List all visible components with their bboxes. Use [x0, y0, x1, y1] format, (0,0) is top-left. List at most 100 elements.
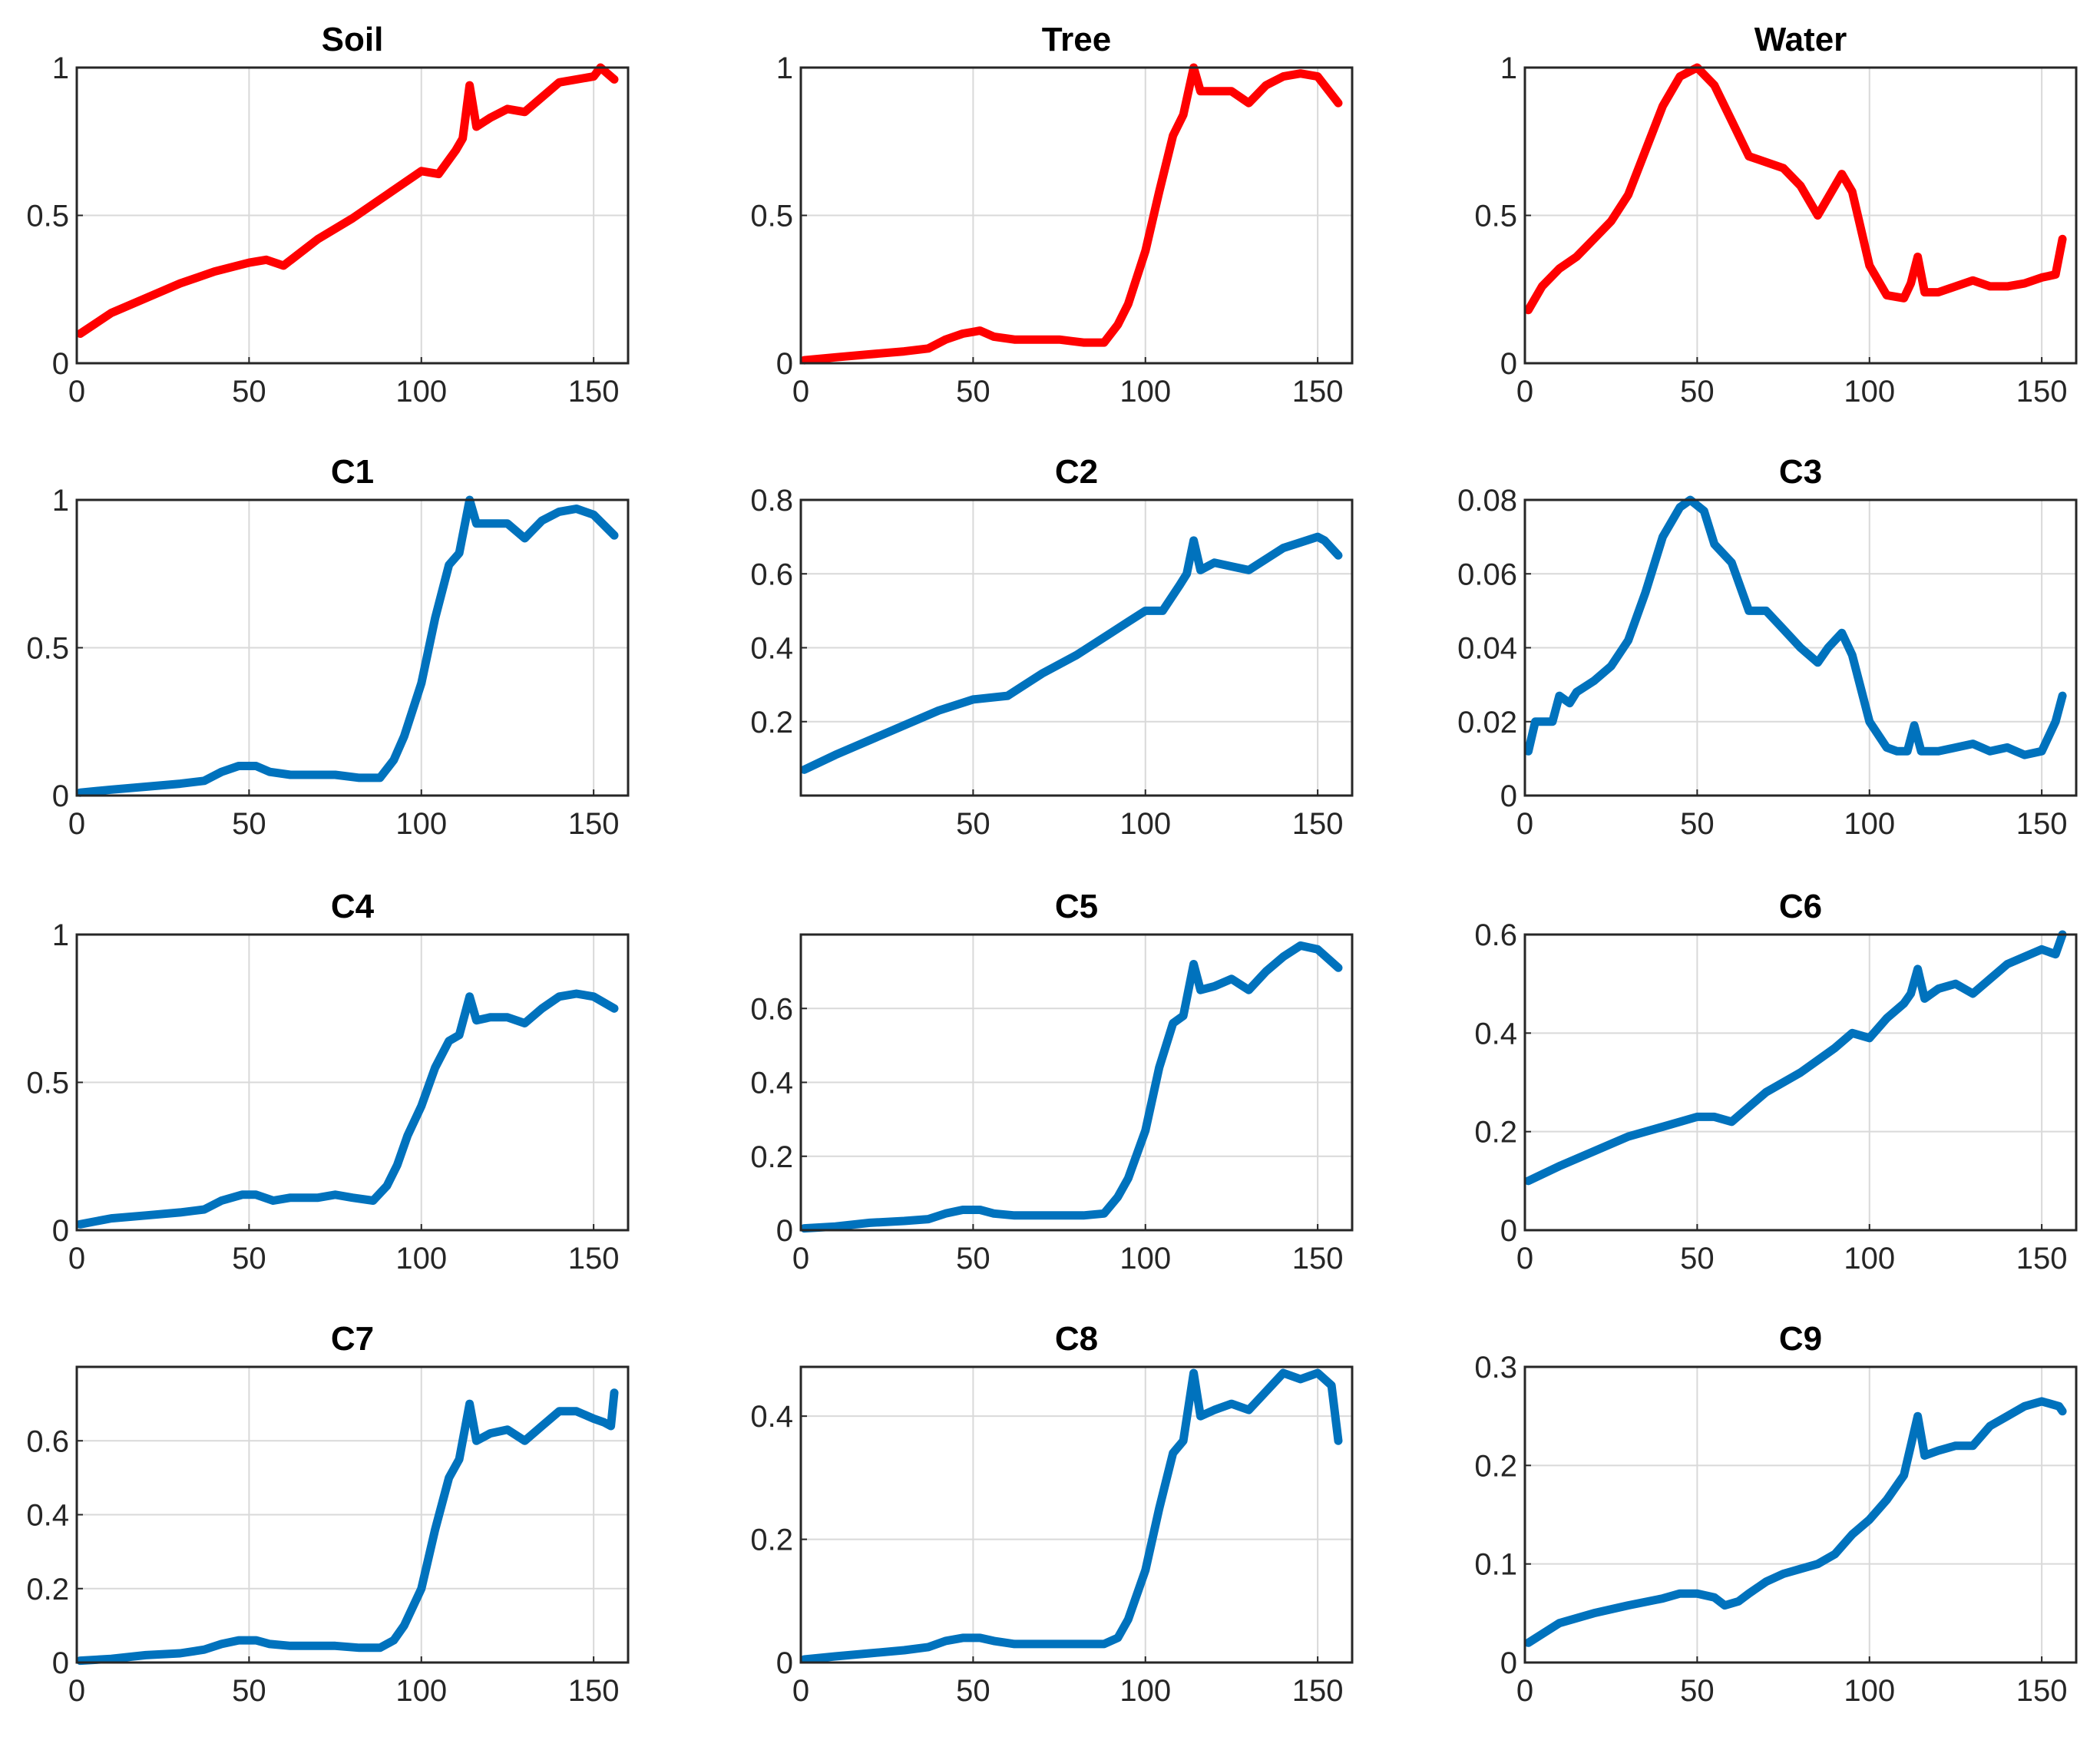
y-tick-label: 0.5 — [1474, 200, 1517, 233]
y-tick-label: 1 — [52, 484, 69, 518]
x-tick-label: 50 — [1680, 375, 1715, 409]
x-tick-label: 150 — [2016, 375, 2068, 409]
x-tick-label: 100 — [1119, 807, 1171, 841]
panel-soil: 0 50 100 150 0 0.5 1 Soil — [26, 21, 630, 409]
x-tick-label: 150 — [568, 1242, 620, 1275]
x-tick-label: 50 — [1680, 807, 1715, 841]
x-tick-label: 100 — [1844, 1674, 1895, 1708]
y-tick-label: 0.4 — [26, 1499, 69, 1533]
panel-c2: 50 100 150 0.2 0.4 0.6 0.8 C2 — [750, 453, 1354, 841]
series-line-c6 — [1524, 930, 2067, 1186]
panel-c5: 0 50 100 150 0 0.2 0.4 0.6 C5 — [750, 888, 1354, 1275]
y-tick-label: 0.8 — [750, 484, 793, 518]
series-line-water — [1524, 63, 2067, 315]
x-tick-label: 50 — [956, 1674, 990, 1708]
x-tick-label: 150 — [2016, 807, 2068, 841]
panel-title: Tree — [1042, 21, 1112, 58]
x-tick-label: 0 — [1516, 807, 1533, 841]
x-tick-label: 0 — [68, 807, 85, 841]
panel-c9: 0 50 100 150 0 0.1 0.2 0.3 C9 — [1474, 1320, 2078, 1708]
series-line-c8 — [800, 1368, 1343, 1664]
y-tick-label: 0.6 — [1474, 918, 1517, 952]
y-tick-label: 0.2 — [750, 706, 793, 739]
y-tick-label: 0 — [776, 1214, 793, 1248]
panel-title: C4 — [331, 888, 375, 925]
x-tick-label: 150 — [1292, 375, 1344, 409]
series-line-tree — [800, 63, 1343, 365]
x-tick-label: 0 — [1516, 375, 1533, 409]
x-tick-label: 50 — [956, 375, 990, 409]
x-tick-label: 100 — [395, 1674, 447, 1708]
y-tick-label: 0 — [52, 779, 69, 813]
x-tick-label: 100 — [1844, 375, 1895, 409]
x-tick-label: 0 — [1516, 1242, 1533, 1275]
x-tick-label: 100 — [1119, 375, 1171, 409]
series-line-soil — [76, 63, 619, 338]
x-tick-label: 0 — [792, 1242, 809, 1275]
x-tick-label: 50 — [232, 1674, 266, 1708]
x-tick-label: 100 — [1844, 1242, 1895, 1275]
x-tick-label: 50 — [1680, 1674, 1715, 1708]
series-line-c9 — [1524, 1397, 2067, 1647]
x-tick-label: 50 — [232, 375, 266, 409]
x-tick-label: 150 — [2016, 1242, 2068, 1275]
series-line-c5 — [800, 941, 1343, 1233]
x-tick-label: 150 — [568, 1674, 620, 1708]
x-tick-label: 150 — [1292, 1242, 1344, 1275]
axes-box — [1523, 1365, 2078, 1664]
x-tick-label: 0 — [792, 375, 809, 409]
y-tick-label: 0 — [1500, 779, 1517, 813]
x-tick-label: 150 — [568, 807, 620, 841]
y-tick-label: 0.2 — [26, 1573, 69, 1606]
y-tick-label: 0.2 — [1474, 1449, 1517, 1483]
y-tick-label: 0 — [1500, 1214, 1517, 1248]
panel-c1: 0 50 100 150 0 0.5 1 C1 — [26, 453, 630, 841]
panel-c7: 0 50 100 150 0 0.2 0.4 0.6 C7 — [26, 1320, 630, 1708]
x-tick-label: 150 — [2016, 1674, 2068, 1708]
panel-title: C6 — [1779, 888, 1822, 925]
panel-water: 0 50 100 150 0 0.5 1 Water — [1474, 21, 2078, 409]
panel-c4: 0 50 100 150 0 0.5 1 C4 — [26, 888, 630, 1275]
y-tick-label: 0.4 — [750, 1400, 793, 1434]
series-line-c1 — [76, 495, 619, 797]
panel-title: C9 — [1779, 1320, 1822, 1358]
x-tick-label: 0 — [68, 1242, 85, 1275]
x-tick-label: 100 — [395, 1242, 447, 1275]
y-tick-label: 0.6 — [26, 1424, 69, 1458]
panel-title: Water — [1754, 21, 1847, 58]
y-tick-label: 0.6 — [750, 992, 793, 1026]
y-tick-label: 0.06 — [1457, 557, 1517, 591]
series-line-c2 — [800, 532, 1343, 774]
panel-title: C1 — [331, 453, 374, 491]
x-tick-label: 0 — [1516, 1674, 1533, 1708]
y-tick-label: 0.08 — [1457, 484, 1517, 518]
series-line-c4 — [76, 989, 619, 1229]
x-tick-label: 100 — [395, 807, 447, 841]
y-tick-label: 0.2 — [750, 1524, 793, 1557]
x-tick-label: 100 — [1844, 807, 1895, 841]
y-tick-label: 0 — [1500, 1646, 1517, 1680]
x-tick-label: 50 — [232, 1242, 266, 1275]
panel-title: C3 — [1779, 453, 1822, 491]
x-tick-label: 50 — [1680, 1242, 1715, 1275]
x-tick-label: 0 — [792, 1674, 809, 1708]
panel-title: C2 — [1055, 453, 1098, 491]
y-tick-label: 0.02 — [1457, 706, 1517, 739]
y-tick-label: 0.1 — [1474, 1548, 1517, 1582]
y-tick-label: 0.04 — [1457, 632, 1517, 666]
series-line-c3 — [1524, 495, 2067, 759]
y-tick-label: 0.3 — [1474, 1351, 1517, 1385]
x-tick-label: 150 — [1292, 807, 1344, 841]
axes-box — [799, 1365, 1354, 1664]
y-tick-label: 0.5 — [26, 632, 69, 666]
panel-title: C8 — [1055, 1320, 1098, 1358]
y-tick-label: 1 — [776, 51, 793, 85]
x-tick-label: 0 — [68, 375, 85, 409]
y-tick-label: 0.5 — [750, 200, 793, 233]
y-tick-label: 0.2 — [1474, 1116, 1517, 1150]
panel-title: C7 — [331, 1320, 374, 1358]
panel-c6: 0 50 100 150 0 0.2 0.4 0.6 C6 — [1474, 888, 2078, 1275]
y-tick-label: 0.5 — [26, 200, 69, 233]
panel-c8: 0 50 100 150 0 0.2 0.4 C8 — [750, 1320, 1354, 1708]
